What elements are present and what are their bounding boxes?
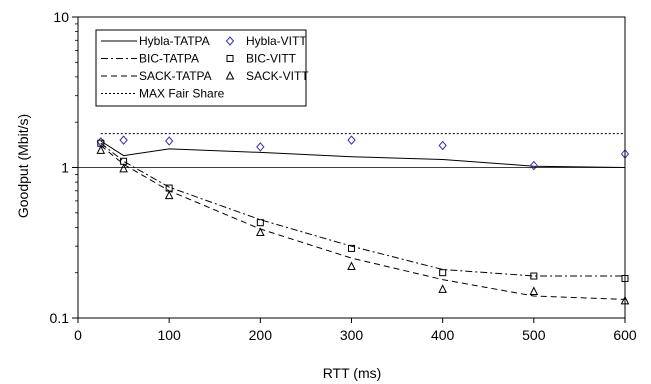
legend-item-sack-tatpa: SACK-TATPA <box>101 69 212 83</box>
hybla-vitt-point <box>165 136 174 146</box>
sack-vitt-point <box>256 227 265 236</box>
legend-label: SACK-VITT <box>246 69 309 83</box>
bic-tatpa-series-line <box>100 142 625 277</box>
x-tick-label: 0 <box>74 327 82 343</box>
x-axis-title: RTT (ms) <box>323 365 382 381</box>
x-tick-label: 500 <box>522 327 546 343</box>
y-axis-title: Goodput (Mbit/s) <box>15 114 31 218</box>
bic-vitt-point <box>530 272 538 280</box>
legend: Hybla-TATPA Hybla-VITT BIC-TATPA BIC-VITT SA… <box>95 29 309 107</box>
hybla-vitt-point <box>347 135 356 145</box>
x-tick-label: 600 <box>613 327 637 343</box>
legend-item-hybla-vitt: Hybla-VITT <box>225 34 307 48</box>
x-tick-label: 400 <box>431 327 455 343</box>
legend-swatch-triangle-icon <box>225 70 235 80</box>
x-tick-label: 100 <box>157 327 181 343</box>
legend-item-max-fair-share: MAX Fair Share <box>101 87 225 101</box>
hybla-vitt-point <box>256 142 265 152</box>
sack-vitt-point <box>96 145 106 154</box>
legend-item-bic-tatpa: BIC-TATPA <box>101 52 199 66</box>
hybla-vitt-point <box>119 135 128 145</box>
legend-label: BIC-TATPA <box>139 52 199 66</box>
legend-label: MAX Fair Share <box>139 87 225 101</box>
legend-item-sack-vitt: SACK-VITT <box>225 69 309 83</box>
x-tick-label: 300 <box>340 327 364 343</box>
hybla-vitt-point <box>529 160 538 171</box>
sack-vitt-point <box>529 286 539 295</box>
bic-vitt-point <box>256 219 264 227</box>
legend-label: Hybla-VITT <box>246 34 307 48</box>
sack-vitt-point <box>164 190 174 200</box>
plot-area <box>96 133 630 305</box>
y-tick-label: 10 <box>53 9 69 25</box>
bic-vitt-point <box>348 244 355 252</box>
bic-vitt-point <box>439 269 447 277</box>
legend-item-hybla-tatpa: Hybla-TATPA <box>101 34 210 48</box>
legend-label: BIC-VITT <box>246 52 297 66</box>
sack-vitt-point <box>438 284 447 293</box>
legend-swatch-diamond-icon <box>225 36 235 46</box>
legend-swatch-square-icon <box>226 55 234 62</box>
y-tick-label: 1 <box>61 160 69 176</box>
hybla-vitt-point <box>438 140 447 151</box>
hybla-tatpa-series-line <box>100 140 626 168</box>
legend-label: SACK-TATPA <box>139 69 212 83</box>
legend-label: Hybla-TATPA <box>139 34 210 48</box>
sack-vitt-point <box>347 261 356 270</box>
y-tick-label: 0.1 <box>50 310 70 326</box>
legend-item-bic-vitt: BIC-VITT <box>226 52 297 66</box>
x-tick-label: 200 <box>249 327 273 343</box>
sack-vitt-point <box>119 163 128 173</box>
